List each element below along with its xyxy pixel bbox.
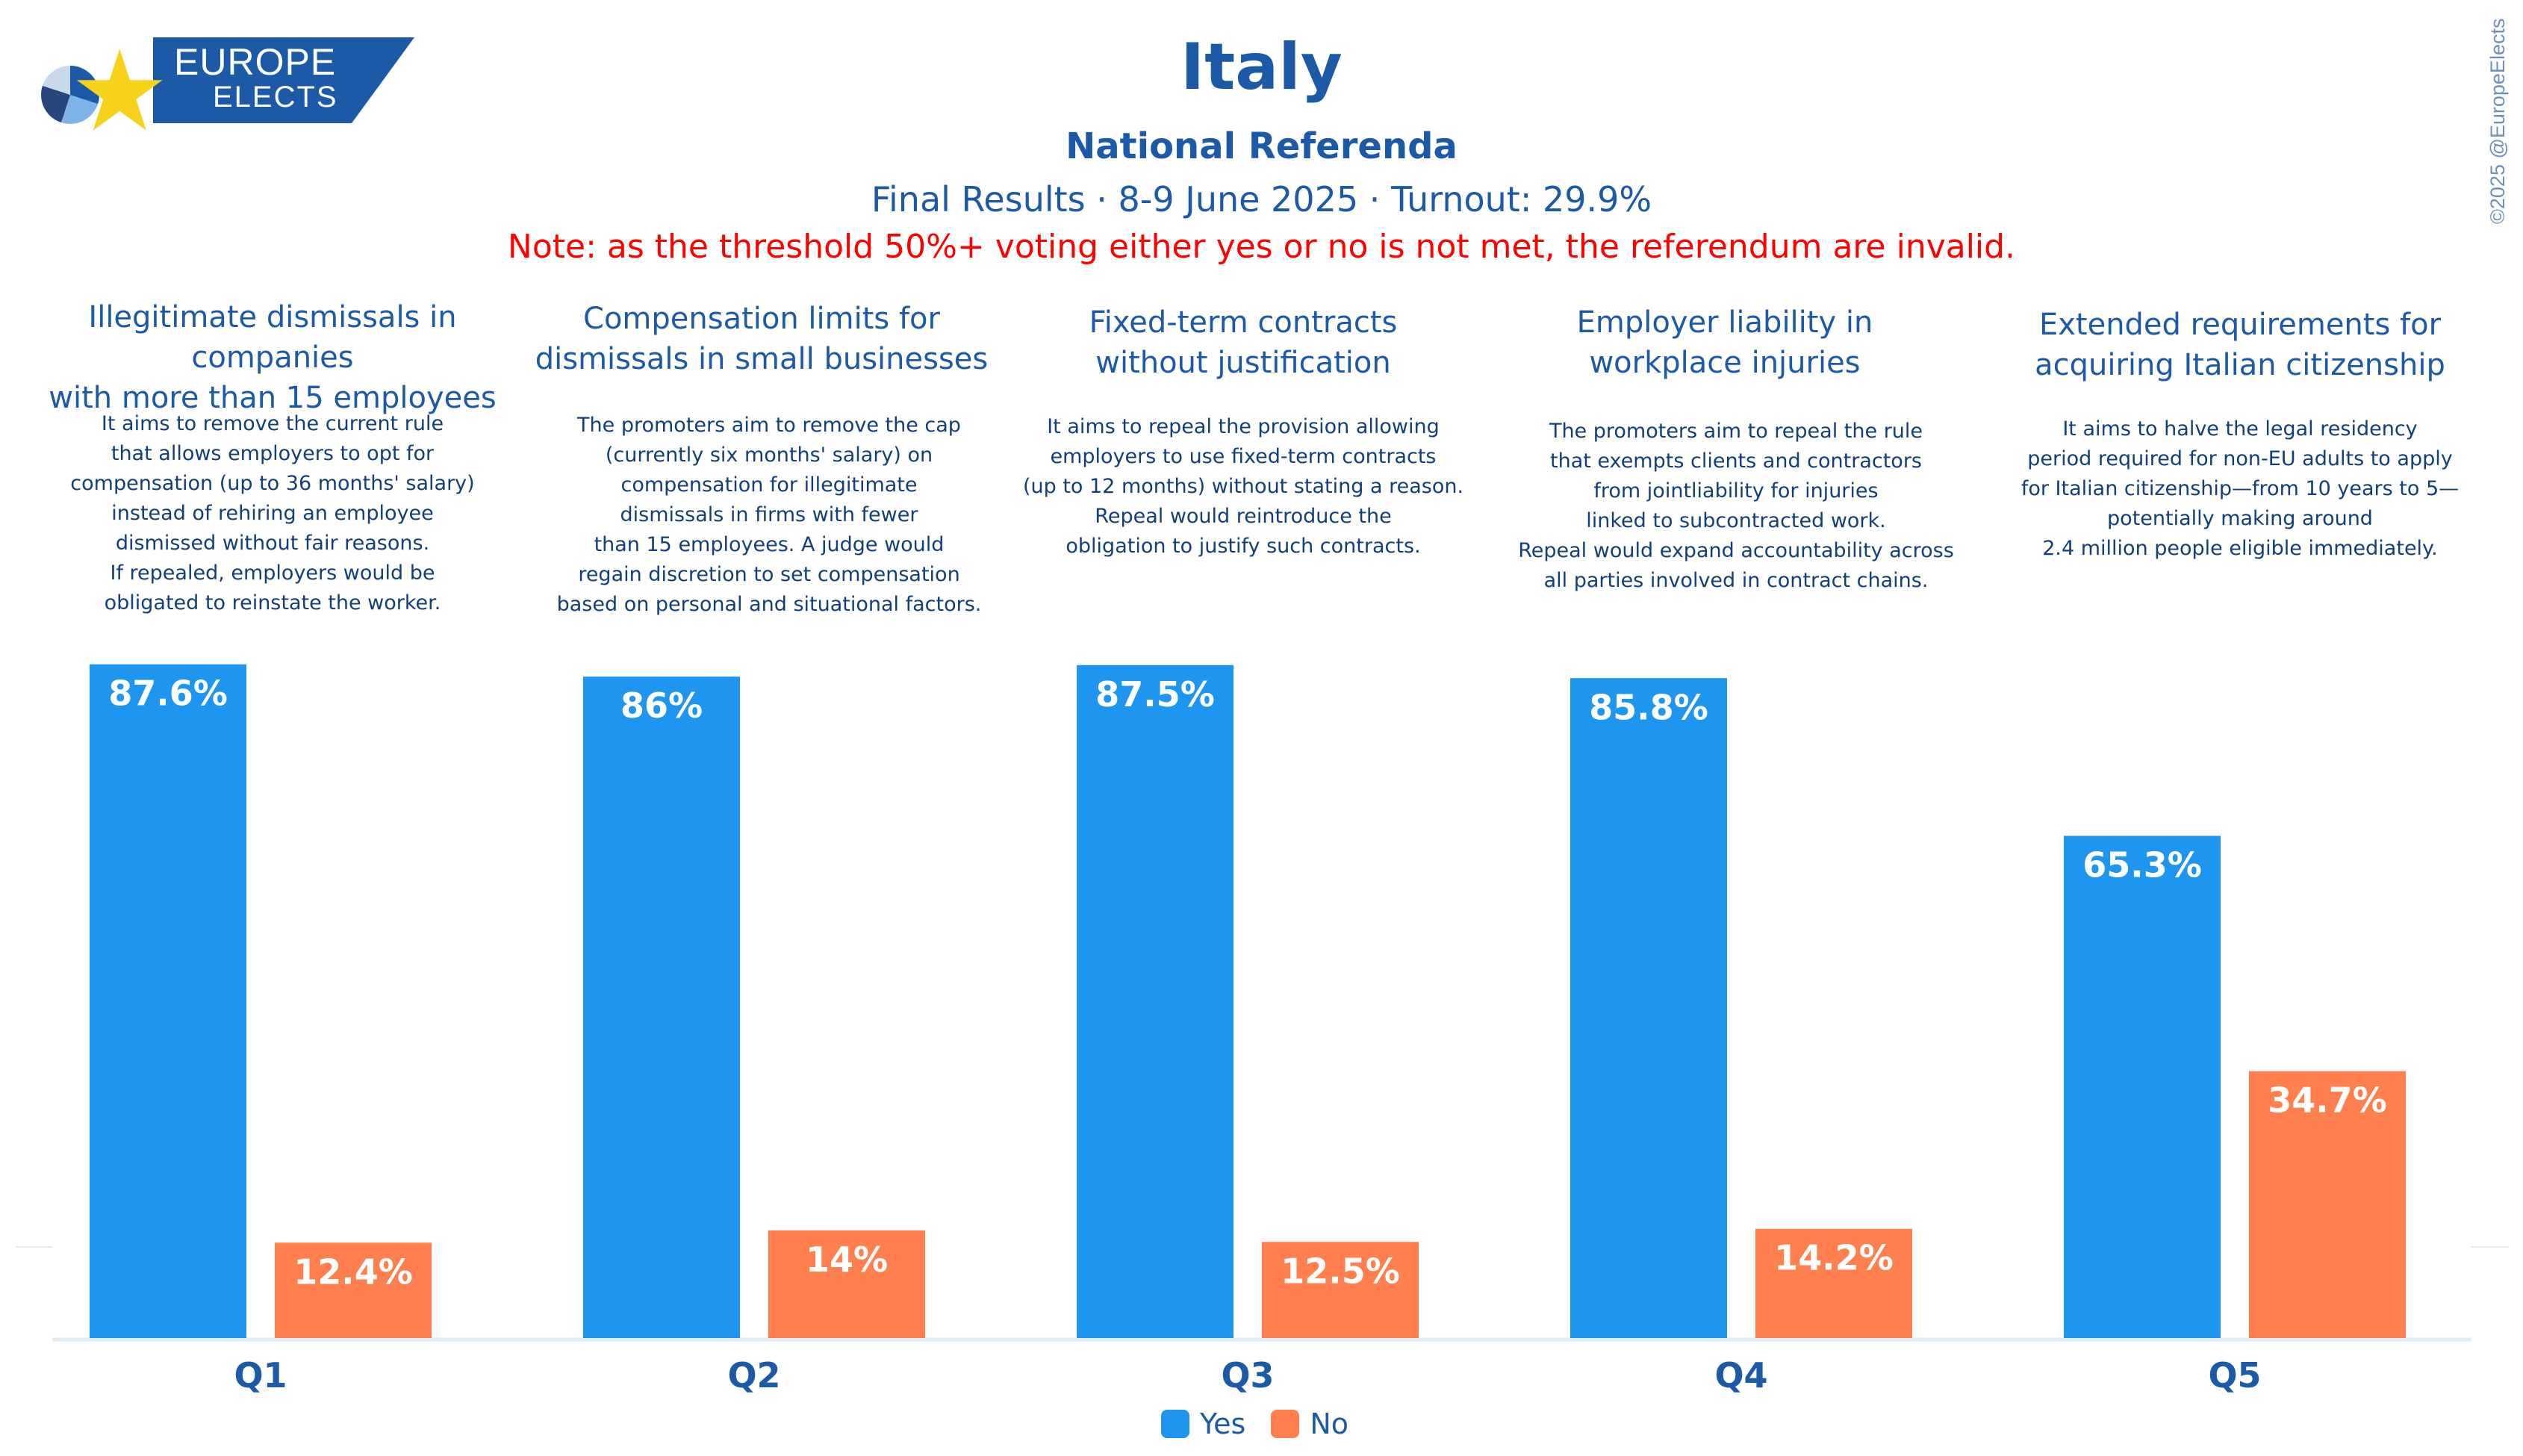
results-line: Final Results · 8-9 June 2025 · Turnout:…: [871, 179, 1652, 220]
bar-no-q2: [768, 1230, 925, 1338]
page-subtitle: National Referenda: [1065, 125, 1458, 167]
data-label-no-q5: 34.7%: [2268, 1080, 2387, 1121]
q2-title: Compensation limits for dismissals in sm…: [535, 302, 989, 376]
data-label-no-q3: 12.5%: [1281, 1251, 1400, 1291]
q1-description: It aims to remove the current rule that …: [70, 412, 475, 615]
legend-swatch-yes: [1161, 1410, 1189, 1438]
bar-no-q4: [1755, 1228, 1912, 1338]
chart-legend: Yes No: [1161, 1407, 1374, 1440]
europe-elects-logo: ★ EUROPE ELECTS: [41, 36, 414, 148]
legend-item-no: No: [1271, 1407, 1348, 1440]
data-label-yes-q1: 87.6%: [108, 673, 228, 714]
x-tick-label-q4: Q4: [1714, 1355, 1767, 1396]
q4-description: The promoters aim to repeal the rule tha…: [1518, 420, 1954, 592]
validity-note: Note: as the threshold 50%+ voting eithe…: [507, 228, 2016, 266]
page-title: Italy: [1180, 30, 1343, 105]
logo-pie-icon: [41, 66, 99, 124]
bar-yes-q4: [1570, 678, 1727, 1338]
q3-description: It aims to repeal the provision allowing…: [1022, 415, 1464, 558]
data-label-yes-q5: 65.3%: [2082, 844, 2202, 885]
bar-yes-q1: [90, 664, 246, 1338]
bar-no-q5: [2249, 1071, 2406, 1338]
legend-label-no: No: [1310, 1407, 1349, 1440]
legend-swatch-no: [1271, 1410, 1300, 1438]
bar-yes-q2: [583, 676, 740, 1338]
q1-title: Illegitimate dismissals in companies wit…: [49, 300, 497, 415]
bar-yes-q3: [1077, 665, 1233, 1338]
legend-item-yes: Yes: [1161, 1407, 1245, 1440]
logo-text-europe: EUROPE: [174, 41, 337, 83]
x-tick-label-q2: Q2: [727, 1355, 780, 1396]
x-tick-label-q3: Q3: [1221, 1355, 1274, 1396]
q5-description: It aims to halve the legal residency per…: [2020, 417, 2460, 560]
data-label-yes-q2: 86%: [620, 685, 703, 726]
q2-description: The promoters aim to remove the cap (cur…: [556, 414, 982, 616]
data-label-yes-q3: 87.5%: [1095, 674, 1215, 715]
bar-yes-q5: [2064, 836, 2221, 1338]
data-label-no-q1: 12.4%: [293, 1251, 413, 1292]
q3-title: Fixed-term contracts without justificati…: [1089, 305, 1398, 380]
legend-label-yes: Yes: [1200, 1407, 1246, 1440]
q5-title: Extended requirements for acquiring Ital…: [2035, 308, 2445, 382]
bar-no-q3: [1262, 1242, 1419, 1338]
x-tick-label-q5: Q5: [2208, 1355, 2261, 1396]
x-tick-label-q1: Q1: [234, 1355, 287, 1396]
data-label-no-q2: 14%: [806, 1239, 888, 1280]
bar-no-q1: [275, 1242, 432, 1338]
star-icon: ★: [69, 27, 170, 157]
data-label-yes-q4: 85.8%: [1589, 687, 1708, 727]
q4-title: Employer liability in workplace injuries: [1576, 305, 1873, 380]
logo-text-elects: ELECTS: [213, 81, 338, 113]
data-label-no-q4: 14.2%: [1774, 1238, 1894, 1278]
